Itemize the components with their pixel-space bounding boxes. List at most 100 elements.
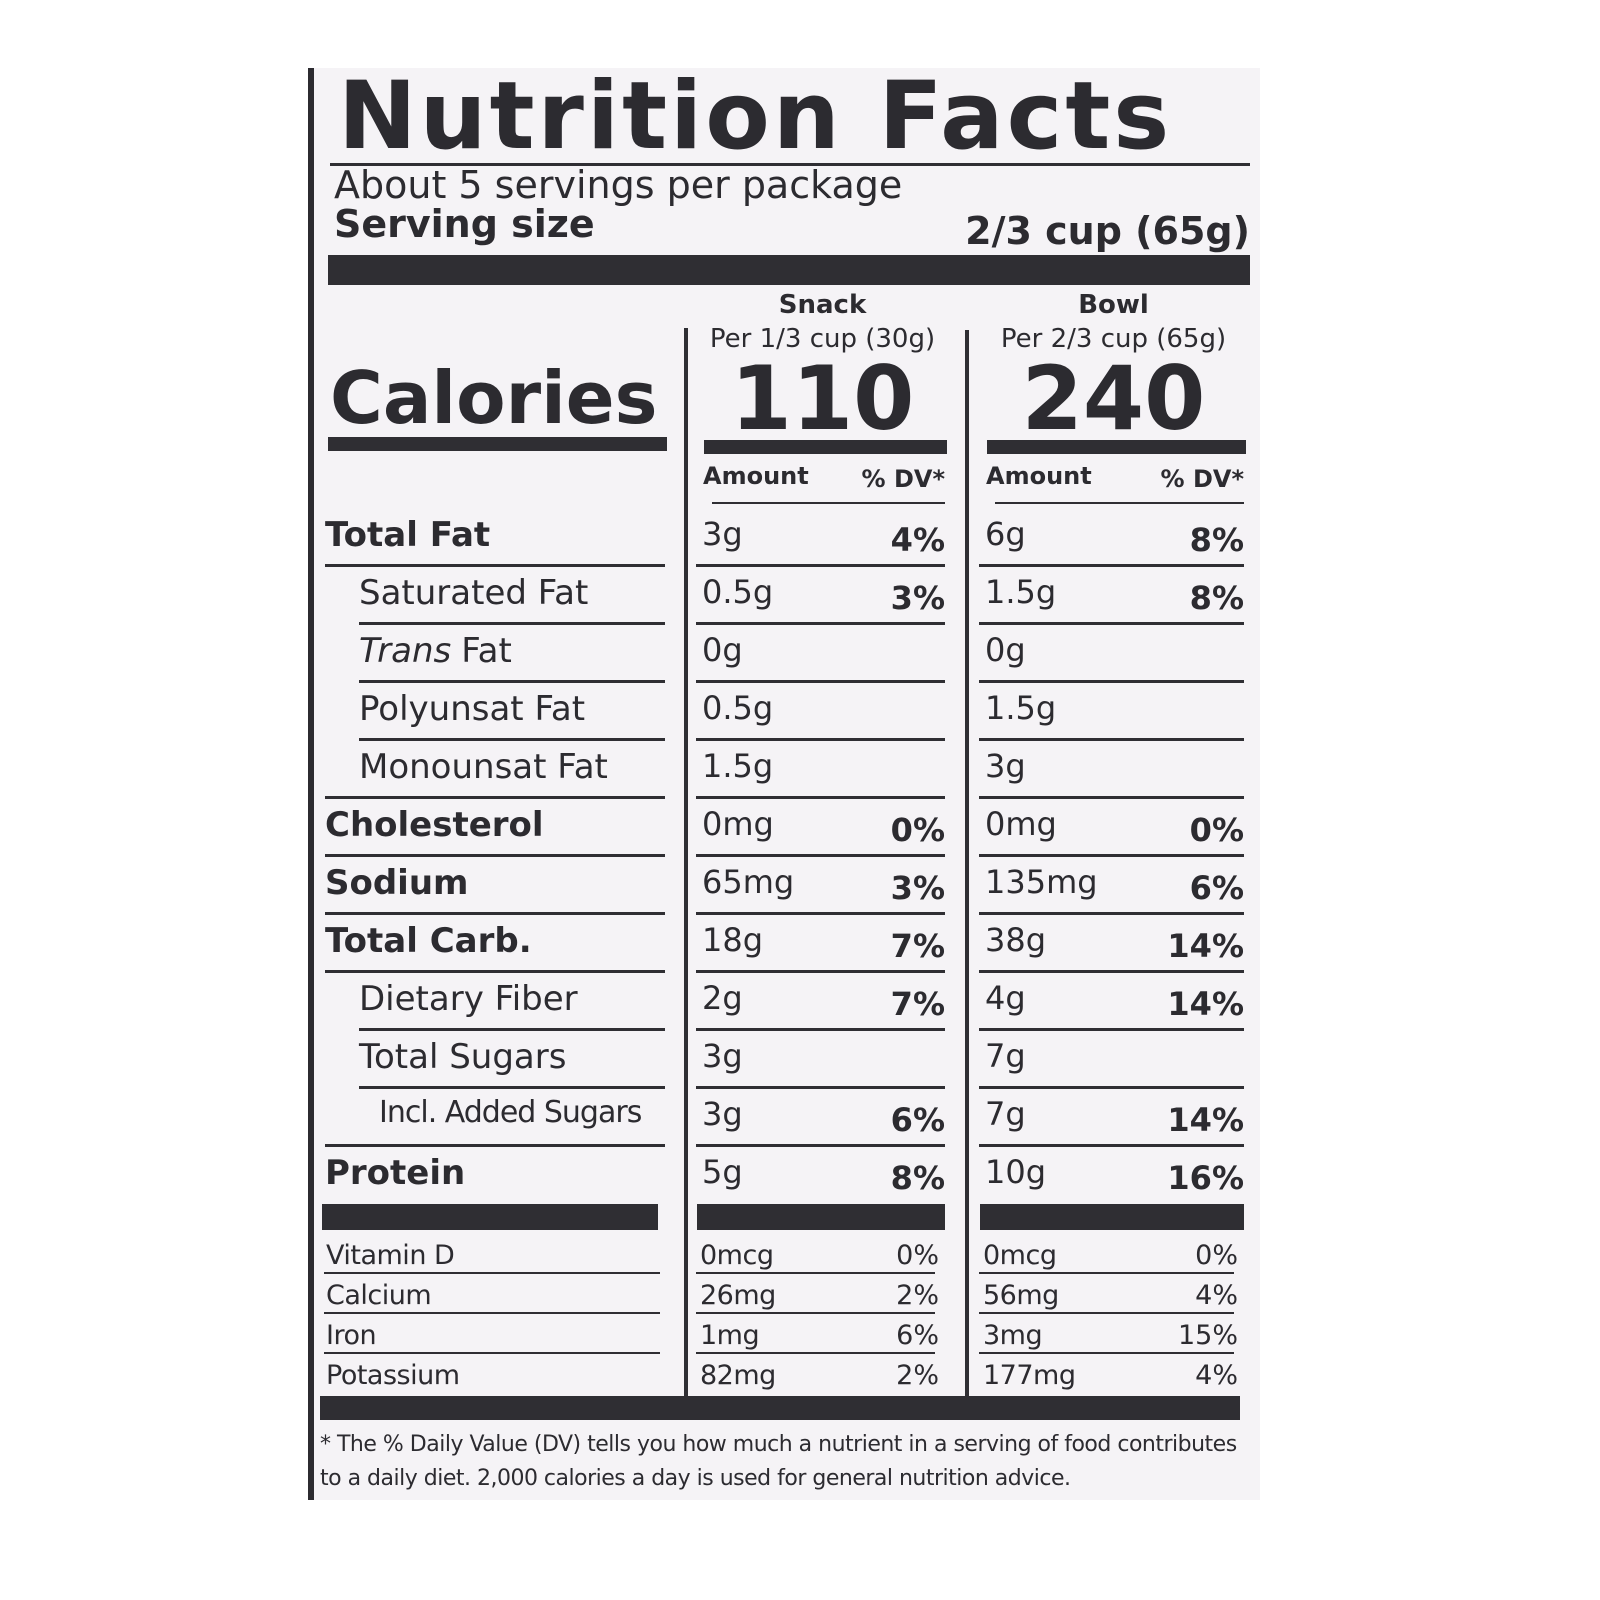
- serving-size-value: 2/3 cup (65g): [965, 209, 1250, 253]
- row-rule: [359, 738, 665, 741]
- daily-value: 14%: [1167, 985, 1244, 1023]
- daily-value: 6%: [1189, 869, 1244, 907]
- row-rule: [696, 970, 945, 973]
- row-label: Dietary Fiber: [359, 979, 578, 1019]
- amount: 6g: [985, 515, 1026, 553]
- amount: 10g: [985, 1153, 1047, 1191]
- row-label: Incl. Added Sugars: [379, 1095, 642, 1130]
- daily-value: 7%: [890, 985, 945, 1023]
- amount: 3g: [702, 1095, 743, 1133]
- amount: 1.5g: [985, 689, 1057, 727]
- row-rule: [324, 1352, 660, 1354]
- thick-rule: [980, 1204, 1244, 1230]
- row-rule: [325, 1144, 665, 1147]
- vitamin-dv: 15%: [1177, 1320, 1238, 1351]
- row-rule: [696, 1352, 935, 1354]
- daily-value: 6%: [890, 1101, 945, 1139]
- row-rule: [979, 1352, 1234, 1354]
- daily-value: 3%: [890, 869, 945, 907]
- row-rule: [325, 912, 665, 915]
- row-label: Trans Fat: [359, 634, 512, 668]
- row-label: Protein: [325, 1153, 466, 1193]
- row-label: Total Sugars: [359, 1037, 567, 1077]
- row-rule: [696, 1144, 945, 1147]
- row-rule: [979, 1028, 1244, 1031]
- amount: 1.5g: [985, 573, 1057, 611]
- dv-header: % DV*: [861, 465, 945, 493]
- vitamin-amount: 1mg: [700, 1320, 760, 1351]
- dv-header: % DV*: [1160, 465, 1244, 493]
- amount: 0mg: [985, 805, 1057, 843]
- row-rule: [696, 1312, 935, 1314]
- row-rule: [979, 854, 1244, 857]
- amount: 65mg: [702, 863, 795, 901]
- vitamin-label: Calcium: [326, 1280, 432, 1311]
- thick-rule: [697, 1204, 945, 1230]
- row-rule: [359, 680, 665, 683]
- vitamin-dv: 6%: [896, 1320, 939, 1351]
- amount: 2g: [702, 979, 743, 1017]
- row-rule: [696, 738, 945, 741]
- row-rule: [696, 680, 945, 683]
- daily-value: 16%: [1167, 1159, 1244, 1197]
- thick-rule: [322, 1204, 658, 1230]
- row-rule: [359, 622, 665, 625]
- vitamin-dv: 0%: [896, 1240, 939, 1271]
- column-serving: Per 2/3 cup (65g): [1000, 324, 1227, 354]
- daily-value: 0%: [1189, 811, 1244, 849]
- vitamin-amount: 26mg: [700, 1280, 776, 1311]
- vitamin-label: Iron: [326, 1320, 377, 1351]
- thick-rule: [320, 1396, 1240, 1420]
- row-label: Cholesterol: [325, 805, 544, 845]
- daily-value: 0%: [890, 811, 945, 849]
- row-label: Total Fat: [325, 515, 491, 555]
- column-serving: Per 1/3 cup (30g): [709, 324, 936, 354]
- amount: 1.5g: [702, 747, 774, 785]
- rule: [995, 502, 1244, 504]
- amount: 5g: [702, 1153, 743, 1191]
- daily-value: 4%: [890, 521, 945, 559]
- label-part: Fat: [461, 631, 512, 671]
- amount: 0.5g: [702, 573, 774, 611]
- amount: 3g: [702, 515, 743, 553]
- row-label: Sodium: [325, 863, 469, 903]
- daily-value: 14%: [1167, 927, 1244, 965]
- vitamin-dv: 2%: [896, 1280, 939, 1311]
- row-rule: [696, 912, 945, 915]
- row-rule: [359, 1028, 665, 1031]
- calories-value: 110: [730, 347, 915, 450]
- amount-header: Amount: [703, 462, 809, 490]
- row-rule: [979, 680, 1244, 683]
- thick-rule: [328, 255, 1250, 285]
- rule: [712, 502, 945, 504]
- row-rule: [324, 1272, 660, 1274]
- row-rule: [696, 564, 945, 567]
- calories-label: Calories: [330, 356, 658, 440]
- row-rule: [979, 970, 1244, 973]
- serving-size-label: Serving size: [334, 202, 595, 246]
- nutrition-label: [308, 68, 1260, 1500]
- calories-rule: [987, 440, 1246, 454]
- vitamin-dv: 4%: [1195, 1360, 1238, 1391]
- servings: About 5 servings per package: [334, 163, 903, 207]
- row-rule: [696, 1028, 945, 1031]
- row-rule: [325, 796, 665, 799]
- amount: 0.5g: [702, 689, 774, 727]
- column-divider: [684, 328, 688, 1398]
- daily-value: 3%: [890, 579, 945, 617]
- row-rule: [696, 1272, 935, 1274]
- amount: 4g: [985, 979, 1026, 1017]
- row-rule: [979, 1312, 1234, 1314]
- row-rule: [979, 796, 1244, 799]
- amount: 135mg: [985, 863, 1098, 901]
- row-rule: [325, 564, 665, 567]
- amount: 7g: [985, 1095, 1026, 1133]
- vitamin-amount: 0mcg: [700, 1240, 774, 1271]
- vitamin-label: Vitamin D: [326, 1240, 455, 1271]
- calories-value: 240: [1021, 347, 1206, 450]
- amount: 0g: [985, 631, 1026, 669]
- calories-rule: [704, 440, 947, 454]
- row-rule: [979, 622, 1244, 625]
- amount: 3g: [702, 1037, 743, 1075]
